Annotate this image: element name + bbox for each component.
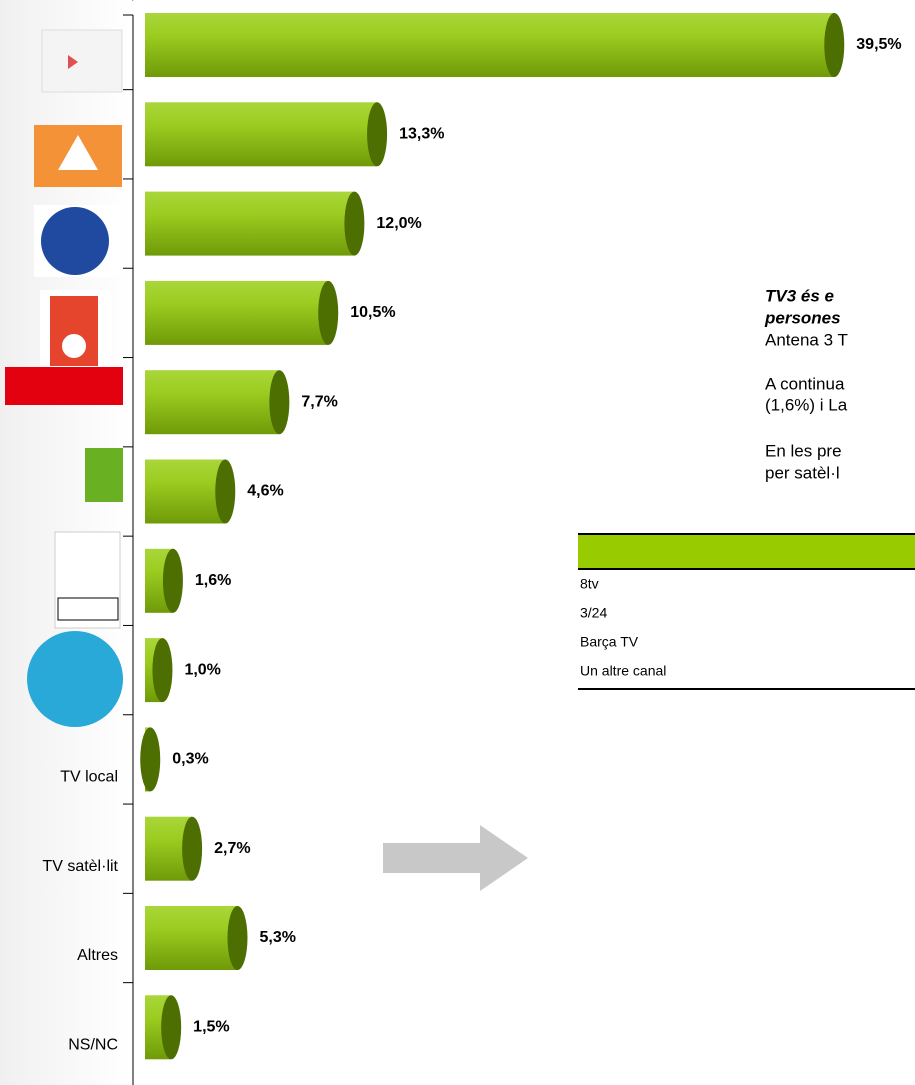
- annotation: En les pre: [765, 441, 842, 460]
- value-label: 1,0%: [184, 661, 220, 678]
- value-label: 1,5%: [193, 1019, 229, 1036]
- value-label: 13,3%: [399, 126, 444, 143]
- value-label: 5,3%: [259, 929, 295, 946]
- arrow: [383, 825, 528, 891]
- bar-cap: [182, 816, 203, 881]
- table-header: [578, 535, 915, 568]
- bar-cap: [140, 727, 161, 792]
- bar: [145, 906, 238, 970]
- bar-cap: [344, 191, 365, 256]
- bar-cap: [269, 370, 290, 435]
- category-label: Altres: [77, 947, 118, 964]
- value-label: 4,6%: [247, 483, 283, 500]
- bar-cap: [161, 995, 182, 1060]
- value-label: 12,0%: [376, 215, 421, 232]
- bar: [145, 370, 280, 435]
- bar-cap: [215, 459, 236, 524]
- bar: [145, 459, 226, 524]
- bar-cap: [318, 280, 339, 345]
- annotation: (1,6%) i La: [765, 395, 848, 414]
- bar-cap: [367, 102, 388, 167]
- annotation: Antena 3 T: [765, 330, 848, 349]
- value-label: 7,7%: [301, 393, 337, 410]
- bar: [145, 102, 378, 167]
- value-label: 1,6%: [195, 572, 231, 589]
- bar-cap: [152, 638, 173, 703]
- category-label: TV satèl·lit: [42, 858, 118, 875]
- bar: [145, 191, 355, 256]
- annotation: TV3 és e: [765, 286, 834, 305]
- bar-cap: [227, 906, 248, 970]
- table-row: 3/24: [580, 605, 607, 621]
- annotation: A continua: [765, 374, 845, 393]
- table-row: Un altre canal: [580, 663, 666, 679]
- value-label: 39,5%: [856, 36, 901, 53]
- annotation: persones: [764, 308, 841, 327]
- value-label: 2,7%: [214, 840, 250, 857]
- category-label: NS/NC: [68, 1037, 118, 1054]
- annotation: per satèl·l: [765, 463, 840, 482]
- bar-cap: [162, 548, 183, 613]
- value-label: 10,5%: [350, 304, 395, 321]
- logos: [5, 29, 123, 727]
- table-row: 8tv: [580, 576, 599, 592]
- value-label: 0,3%: [172, 751, 208, 768]
- table-row: Barça TV: [580, 634, 639, 650]
- bar-cap: [824, 13, 845, 77]
- category-label: TV local: [60, 769, 118, 786]
- bar: [145, 13, 835, 77]
- bar: [145, 280, 329, 345]
